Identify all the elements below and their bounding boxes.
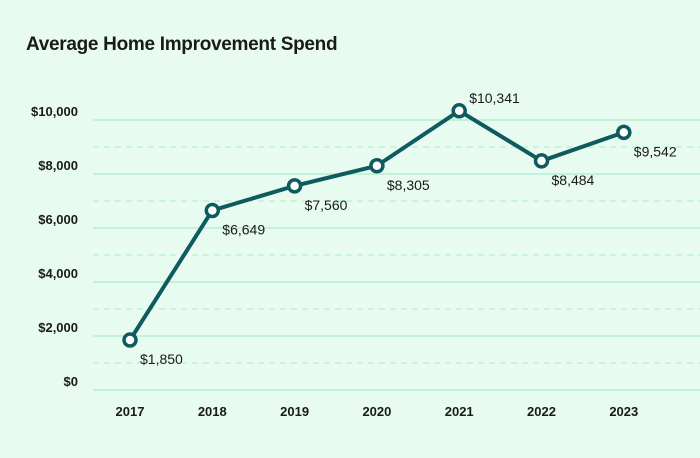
x-tick-label: 2020 [362,404,391,419]
x-tick-label: 2017 [116,404,145,419]
y-tick-label: $2,000 [38,320,78,335]
data-label: $7,560 [305,197,348,213]
x-tick-label: 2019 [280,404,309,419]
x-tick-label: 2022 [527,404,556,419]
data-label: $8,305 [387,177,430,193]
y-tick-label: $6,000 [38,212,78,227]
chart-title: Average Home Improvement Spend [26,34,338,55]
y-tick-label: $10,000 [31,104,78,119]
data-point [616,124,632,141]
data-point [533,153,550,169]
data-point [122,332,138,348]
x-tick-label: 2021 [445,404,474,419]
x-tick-label: 2023 [609,404,638,419]
y-tick-label: $4,000 [38,266,78,281]
y-tick-label: $8,000 [38,158,78,173]
data-label: $10,341 [469,90,520,106]
data-point [204,202,221,219]
data-label: $8,484 [552,172,595,188]
data-label: $1,850 [140,351,183,367]
data-point [451,103,467,119]
series-line [128,108,625,342]
x-tick-label: 2018 [198,404,227,419]
data-point [369,158,385,174]
y-tick-label: $0 [64,374,78,389]
data-label: $9,542 [634,143,677,159]
data-point [286,178,303,194]
data-label: $6,649 [222,221,265,237]
